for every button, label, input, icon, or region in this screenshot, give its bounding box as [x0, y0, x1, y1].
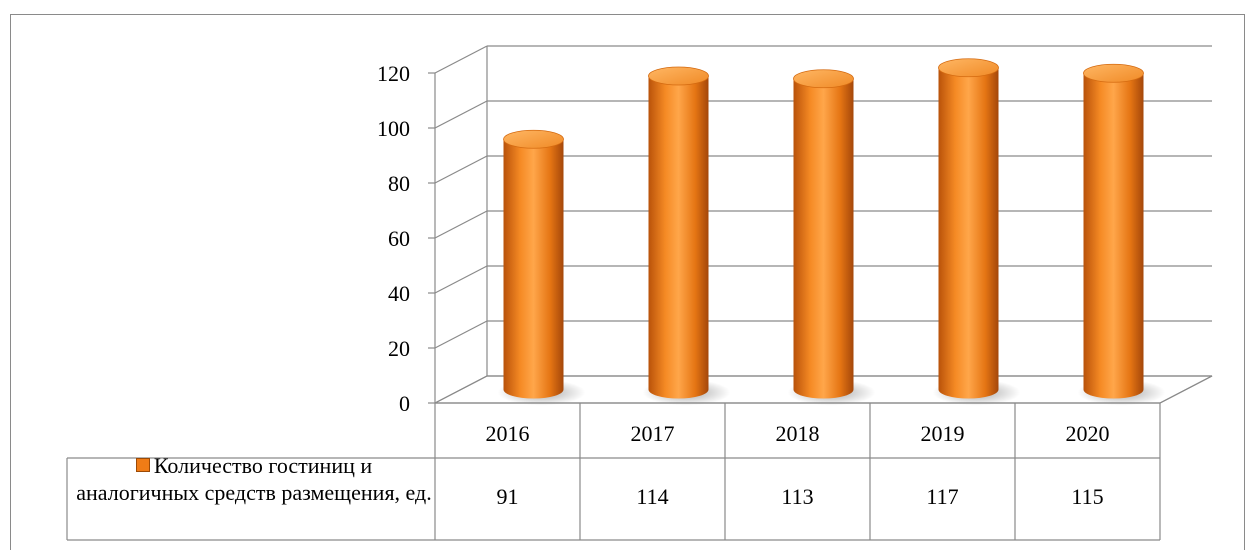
bar [938, 67, 999, 399]
bar-top [793, 69, 854, 89]
bar [503, 139, 564, 399]
data-table-value: 117 [926, 484, 958, 509]
x-category-label: 2017 [631, 421, 675, 446]
x-category-label: 2019 [921, 421, 965, 446]
data-table-value: 114 [636, 484, 668, 509]
y-tick-label: 20 [388, 336, 410, 361]
y-tick-label: 120 [377, 61, 410, 86]
x-category-label: 2018 [776, 421, 820, 446]
data-table-value: 91 [497, 484, 519, 509]
bar-top [503, 129, 564, 149]
gridline-depth [434, 155, 488, 184]
x-category-label: 2016 [486, 421, 530, 446]
bar [793, 78, 854, 399]
y-tick-label: 60 [388, 226, 410, 251]
table-line [1159, 375, 1213, 404]
y-tick-label: 40 [388, 281, 410, 306]
bar-top [1083, 63, 1144, 83]
data-table-value: 115 [1071, 484, 1103, 509]
gridline-depth [434, 100, 488, 129]
bar [648, 76, 709, 399]
legend-series-name: Количество гостиниц и аналогичных средст… [76, 453, 432, 505]
data-table: 2016 2017 2018 2019 2020 91 114 113 117 115 [66, 375, 1213, 541]
legend-swatch [135, 458, 150, 472]
gridline-depth [434, 320, 488, 349]
gridline-depth [434, 265, 488, 294]
chart-frame [10, 14, 1245, 550]
y-tick-label: 80 [388, 171, 410, 196]
gridline-depth [434, 210, 488, 239]
bar [1083, 73, 1144, 399]
bar-top [648, 66, 709, 86]
y-axis: 0 20 40 60 80 100 120 [377, 61, 435, 416]
bar-top [938, 58, 999, 78]
gridline-depth [434, 45, 488, 74]
legend-series-label: Количество гостиниц и аналогичных средст… [74, 452, 434, 506]
x-category-label: 2020 [1066, 421, 1110, 446]
y-tick-label: 0 [399, 391, 410, 416]
bars [497, 58, 1166, 406]
y-tick-label: 100 [377, 116, 410, 141]
data-table-value: 113 [781, 484, 813, 509]
